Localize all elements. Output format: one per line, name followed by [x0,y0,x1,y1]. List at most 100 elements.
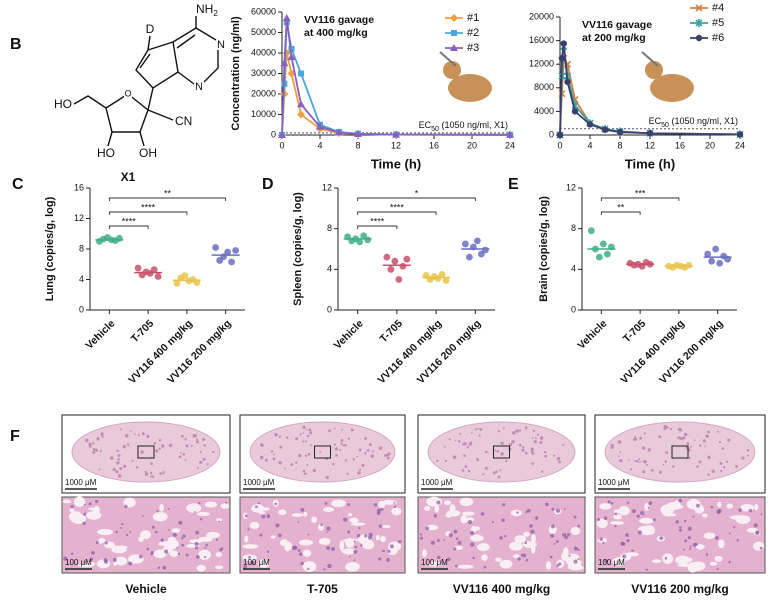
tissue-dot [505,459,508,463]
cell [446,557,451,562]
tissue-dot [129,430,132,432]
tissue-dot [278,436,281,439]
tissue-dot [346,472,349,475]
cell [433,514,438,518]
cell [353,549,358,554]
alveolus [88,507,100,511]
caption: VV116 200 mg/kg [631,582,728,596]
significance-label: **** [370,216,385,226]
cell [326,546,331,550]
cell [469,542,475,547]
tissue-dot [698,460,702,464]
cell [557,562,562,566]
alveolus [158,541,173,547]
tissue-dot [735,464,738,468]
bond [73,95,107,109]
cell [659,536,664,540]
tissue-dot [206,463,209,466]
tissue-dot [503,427,505,430]
alveolus [111,545,127,554]
cell [82,521,86,526]
alveolus [382,524,391,529]
cell [243,565,248,570]
y-tick-label: 8 [79,243,84,253]
tissue-dot [352,458,355,461]
alveolus [495,557,502,562]
x-tick-label: 8 [617,140,622,150]
caption: Vehicle [125,582,167,596]
legend-label: #2 [467,27,479,39]
tissue-dot [452,455,457,459]
tissue-dot [688,456,691,460]
bond [176,34,196,49]
threshold-label-part: EC [649,116,662,126]
alveolus [662,553,674,564]
cell [467,519,473,525]
marker [392,130,400,138]
tissue-dot [155,449,159,453]
y-tick-label: 4000 [534,106,554,116]
tissue-dot [544,454,548,458]
marker [288,45,295,52]
tissue-dot [467,469,471,473]
significance-bracket [108,225,149,229]
cell [453,547,457,551]
tissue-dot [92,442,95,445]
y-tick-label: 60000 [251,6,276,16]
cell [759,546,763,550]
cell [689,547,692,551]
cell [120,526,123,529]
tissue-dot [634,435,637,438]
alveolus [350,522,366,526]
tissue-dot [537,433,540,436]
cell [204,555,207,559]
alveolus [204,501,218,508]
bond [147,109,174,121]
cell [373,503,378,507]
tissue-dot [495,470,498,473]
tissue-dot [370,454,374,458]
tissue-dot [454,439,457,442]
tissue-dot [684,432,688,437]
significance-bracket [600,197,680,201]
tissue-dot [639,436,643,440]
cell [577,558,580,561]
y-tick-label: 12 [322,182,332,192]
cell [684,539,688,543]
cell [577,524,581,528]
cell [250,560,255,565]
y-tick-label: 0 [79,304,84,314]
alveolus [311,516,317,523]
bond [147,35,151,51]
alveolus [258,510,266,515]
alveolus [349,517,359,524]
alveolus [514,535,527,543]
cell [696,503,700,508]
alveolus [375,534,380,541]
tissue-dot [727,438,731,442]
alveolus [599,503,612,510]
tissue-dot [199,451,203,454]
tissue-dot [309,443,312,446]
tissue-dot [496,450,500,453]
tissue-dot [144,472,149,476]
x-tick-label: 16 [675,140,685,150]
cell [549,555,553,559]
x-tick-label: 20 [467,140,477,150]
cell [687,535,691,540]
tissue-dot [541,470,544,473]
cell [504,534,507,538]
cell [705,553,709,556]
cell [679,526,682,529]
cell [324,501,328,505]
alveolus [287,542,293,550]
y-tick-label: 20000 [251,88,276,98]
tissue-dot [530,447,534,451]
tissue-dot [553,454,556,457]
cell [95,500,99,504]
alveolus [481,554,488,561]
cell [331,546,335,551]
cell [89,557,94,561]
tissue-dot [202,437,206,441]
atom: NH2 [196,2,218,18]
